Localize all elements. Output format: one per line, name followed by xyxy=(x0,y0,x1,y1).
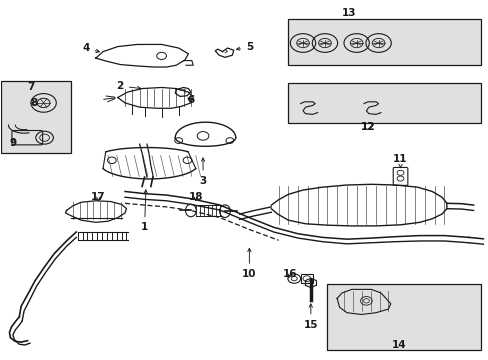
Text: 16: 16 xyxy=(283,269,297,279)
Text: 12: 12 xyxy=(360,122,374,132)
Text: 9: 9 xyxy=(9,138,17,148)
Text: 4: 4 xyxy=(82,44,99,53)
Text: 18: 18 xyxy=(188,192,203,202)
Bar xyxy=(288,83,480,123)
Text: 12: 12 xyxy=(360,122,374,132)
Text: 10: 10 xyxy=(242,248,256,279)
Text: 5: 5 xyxy=(236,42,252,51)
Text: 8: 8 xyxy=(30,98,38,108)
Text: 14: 14 xyxy=(391,340,406,350)
Text: 3: 3 xyxy=(199,158,206,186)
Bar xyxy=(300,274,313,283)
Bar xyxy=(327,284,480,350)
Text: 2: 2 xyxy=(116,81,141,91)
Text: 17: 17 xyxy=(91,192,105,202)
Text: 7: 7 xyxy=(27,82,35,92)
Text: 1: 1 xyxy=(141,190,148,232)
Bar xyxy=(0,81,71,153)
Text: 11: 11 xyxy=(392,154,407,167)
Text: 15: 15 xyxy=(303,304,317,329)
Text: 13: 13 xyxy=(341,8,355,18)
Bar xyxy=(288,19,480,65)
Text: 6: 6 xyxy=(187,95,194,105)
